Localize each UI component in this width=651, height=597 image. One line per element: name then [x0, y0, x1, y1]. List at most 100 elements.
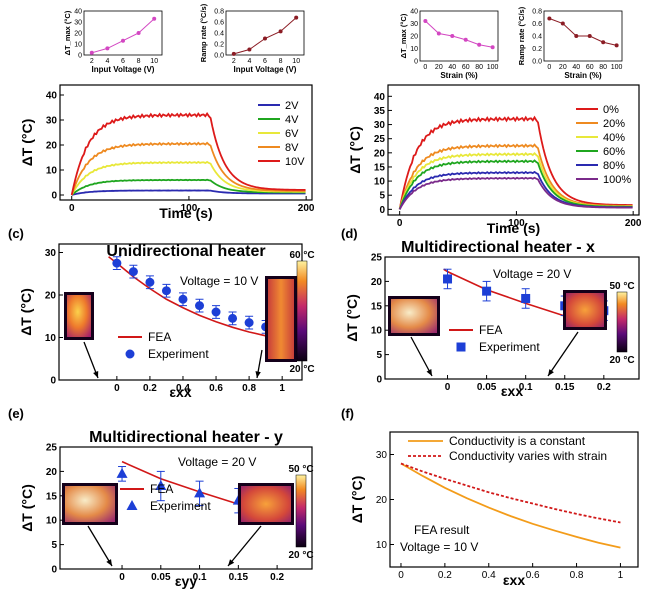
inset-y-tick-label: 0.0	[532, 59, 542, 66]
plot-frame	[59, 446, 313, 570]
inset-y-tick-label: 0.6	[214, 20, 224, 27]
legend-label: 10V	[285, 156, 305, 168]
y-tick-label: 30	[376, 450, 388, 461]
series-line-4V	[71, 178, 306, 196]
inset-x-tick-label: 10	[150, 58, 158, 65]
legend-label: 6V	[285, 128, 299, 140]
series-line-8V	[70, 141, 306, 196]
experiment-marker	[112, 258, 122, 268]
inset-y-tick-label: 0.8	[214, 9, 224, 16]
legend-label-experiment: Experiment	[150, 499, 211, 513]
inset-x-tick-label: 0	[547, 64, 551, 71]
inset-point	[247, 47, 252, 52]
inset-y-label: Ramp rate (°C/s)	[199, 3, 208, 62]
inset-x-label: Input Voltage (V)	[234, 65, 297, 74]
inset-x-tick-label: 80	[599, 64, 607, 71]
inset-ramp-rate: 2 4 6 8 10 0.0 0.2 0.4 0.6 0.8 Input Voltage (V) Ra…	[199, 3, 305, 74]
inset-y-tick-label: 20	[410, 34, 418, 41]
x-axis-label: εyy	[175, 573, 197, 589]
x-axis-label: εxx	[169, 384, 191, 400]
inset-frame	[225, 10, 305, 56]
inset-x-tick-label: 2	[90, 58, 94, 65]
legend-label: 100%	[603, 174, 631, 186]
arrow-head	[228, 559, 235, 566]
y-tick-label: 5	[51, 540, 57, 551]
y-tick-label: 15	[46, 491, 58, 502]
y-axis-label: ΔT (°C)	[347, 126, 363, 174]
y-tick-label: 0	[51, 191, 57, 202]
legend-label-fea: FEA	[148, 330, 171, 344]
x-axis-label: εxx	[503, 572, 525, 588]
x-tick-label: 0.1	[193, 572, 207, 583]
legend-label-fea: FEA	[479, 323, 502, 337]
colorbar	[616, 291, 628, 353]
x-tick-label: 200	[298, 203, 315, 214]
y-axis-label: ΔT (°C)	[19, 484, 35, 532]
inset-point	[450, 34, 455, 38]
panel-label: (c)	[8, 226, 24, 241]
note-line: Voltage = 10 V	[400, 540, 478, 554]
experiment-marker	[244, 318, 254, 328]
series-line-0	[400, 462, 621, 549]
panel-f: (f) 0 0.2 0.4 0.6 0.8 1 10 20 30 εxx ΔT (°C) Conduct…	[341, 406, 639, 588]
panel-label: (f)	[341, 406, 354, 421]
legend-label: 4V	[285, 114, 299, 126]
inset-series-line	[233, 17, 297, 55]
inset-y-label: ΔT_max (°C)	[399, 13, 408, 58]
inset-y-label: Ramp rate (°C/s)	[517, 6, 526, 65]
experiment-marker	[145, 277, 155, 287]
arrow-head	[106, 559, 112, 566]
inset-x-tick-label: 6	[263, 58, 267, 65]
experiment-marker	[178, 294, 188, 304]
y-tick-label: 0	[50, 376, 56, 387]
legend-label: 20%	[603, 118, 625, 130]
y-tick-label: 0	[51, 565, 57, 576]
inset-y-tick-label: 30	[410, 21, 418, 28]
x-tick-label: 0	[114, 383, 120, 394]
panel-e: (e) 0 0.05 0.1 0.15 0.2 0 5 10 15 20 25 εyy ΔT (°C) Mu…	[8, 406, 314, 589]
x-tick-label: 0.4	[176, 383, 190, 394]
inset-x-tick-label: 8	[137, 58, 141, 65]
plot-frame	[387, 84, 640, 216]
inset-y-tick-label: 0.2	[532, 46, 542, 53]
y-tick-label: 40	[46, 91, 58, 102]
x-tick-label: 0.05	[151, 572, 171, 583]
inset-y-tick-label: 0.6	[532, 21, 542, 28]
experiment-marker	[443, 274, 453, 284]
experiment-marker	[195, 301, 205, 311]
legend-label: 60%	[603, 146, 625, 158]
x-axis-label: εxx	[501, 383, 523, 399]
note-line: FEA result	[414, 523, 470, 537]
inset-point	[105, 46, 110, 51]
inset-x-tick-label: 100	[487, 64, 499, 71]
inset-y-tick-label: 0.8	[532, 9, 542, 16]
y-axis-label: ΔT (°C)	[18, 288, 34, 336]
arrow-line	[410, 336, 433, 377]
inset-x-tick-label: 4	[247, 58, 251, 65]
x-tick-label: 1	[279, 383, 285, 394]
legend-label: 0%	[603, 104, 619, 116]
y-tick-label: 25	[374, 134, 386, 145]
inset-x-tick-label: 40	[572, 64, 580, 71]
inset-x-label: Strain (%)	[440, 71, 478, 80]
y-tick-label: 25	[371, 253, 383, 264]
inset-point	[601, 40, 606, 45]
inset-point	[294, 15, 299, 20]
inset-series-line	[425, 20, 493, 48]
y-tick-label: 20	[46, 141, 58, 152]
inset-y-tick-label: 0.2	[214, 42, 224, 49]
y-tick-label: 10	[374, 177, 386, 188]
x-tick-label: 100	[181, 203, 198, 214]
inset-x-tick-label: 80	[475, 64, 483, 71]
y-tick-label: 10	[371, 326, 383, 337]
x-tick-label: 0	[69, 203, 75, 214]
x-tick-label: 0.15	[555, 382, 575, 393]
inset-y-tick-label: 20	[74, 31, 82, 38]
inset-series-line	[549, 18, 617, 46]
panel-label: (d)	[341, 226, 358, 241]
colorbar-max-label: 60 °C	[289, 250, 314, 261]
